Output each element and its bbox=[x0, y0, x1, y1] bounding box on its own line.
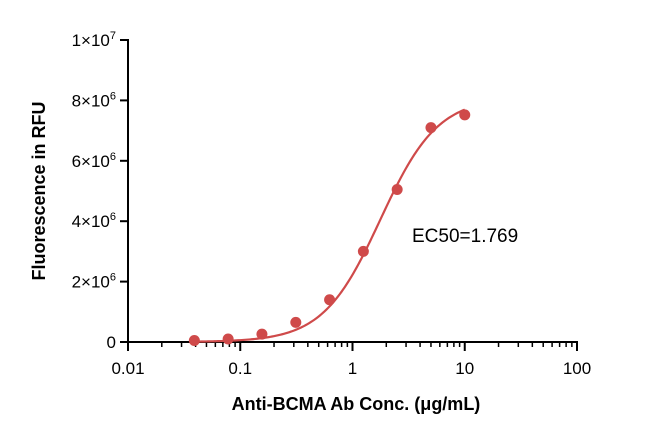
data-point bbox=[290, 316, 302, 328]
x-tick-label: 100 bbox=[563, 359, 591, 378]
x-tick-label: 0.01 bbox=[111, 359, 144, 378]
x-tick-label: 1 bbox=[348, 359, 357, 378]
y-tick-label: 1×107 bbox=[72, 30, 116, 50]
data-point bbox=[459, 109, 471, 121]
y-axis: 0 2×106 4×106 6×106 8×106 1×107 bbox=[72, 30, 129, 352]
x-axis: 0.01 0.1 1 10 100 bbox=[111, 341, 591, 378]
fit-curve bbox=[194, 108, 466, 343]
data-point bbox=[256, 328, 268, 340]
data-point bbox=[324, 294, 336, 306]
x-axis-title: Anti-BCMA Ab Conc. (μg/mL) bbox=[232, 394, 481, 414]
data-point bbox=[222, 333, 234, 345]
data-point bbox=[391, 183, 403, 195]
data-point bbox=[188, 334, 200, 346]
y-tick-label: 8×106 bbox=[72, 90, 116, 110]
data-point bbox=[357, 245, 369, 257]
x-tick-label: 0.1 bbox=[228, 359, 252, 378]
y-tick-label: 6×106 bbox=[72, 151, 116, 171]
data-points bbox=[188, 109, 471, 346]
x-tick-label: 10 bbox=[455, 359, 474, 378]
y-tick-label: 2×106 bbox=[72, 272, 116, 292]
data-point bbox=[425, 122, 437, 134]
y-ticks: 0 2×106 4×106 6×106 8×106 1×107 bbox=[72, 30, 128, 352]
ec50-annotation: EC50=1.769 bbox=[412, 226, 518, 247]
y-axis-title: Fluorescence in RFU bbox=[29, 101, 49, 280]
x-ticks: 0.01 0.1 1 10 100 bbox=[111, 342, 591, 378]
y-tick-label: 0 bbox=[107, 333, 116, 352]
y-tick-label: 4×106 bbox=[72, 211, 116, 231]
